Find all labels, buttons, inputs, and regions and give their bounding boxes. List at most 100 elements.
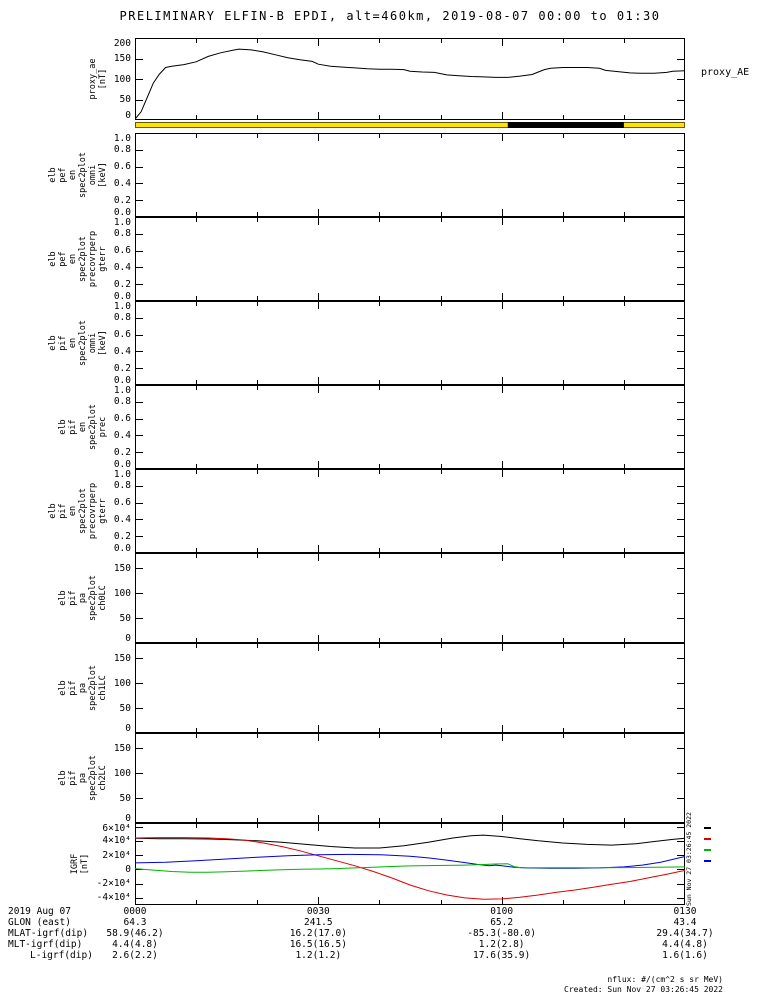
panel-frame — [135, 133, 685, 217]
panel-elb_pif_en_spec2plot_precovrperp_gterr — [135, 469, 685, 553]
axis-row-value: 16.5(16.5) — [289, 939, 347, 950]
y-tick-label: 150 — [113, 562, 131, 574]
panel-ylabel: elb pif en spec2plot precovrperp gterr — [48, 469, 111, 553]
axis-row-value: 58.9(46.2) — [106, 928, 164, 939]
axis-row-value: 17.6(35.9) — [473, 950, 531, 961]
axis-row-label: MLT-igrf(dip) — [8, 939, 83, 950]
y-tick-label: 150 — [113, 53, 131, 64]
y-tick-label: 1.0 — [113, 468, 131, 480]
y-tick-label: 0.2 — [113, 530, 131, 542]
y-tick-label: 2×10⁴ — [102, 849, 131, 861]
y-tick-label: 200 — [113, 37, 131, 49]
y-tick-label: 0.4 — [113, 345, 131, 357]
axis-row-value: 1.2(1.2) — [295, 950, 342, 961]
panel-ylabel-text: elb pif en spec2plot omni [keV] — [47, 319, 108, 367]
panel-elb_pif_pa_spec2plot_ch2LC — [135, 733, 685, 823]
axis-row-value: 64.3 — [123, 917, 147, 928]
axis-row-value: 65.2 — [490, 917, 514, 928]
axis-ticks — [135, 644, 684, 733]
y-tick-label: 0.8 — [113, 144, 131, 156]
panel-ylabel-text: proxy_ae [nT] — [87, 58, 108, 100]
panel-igrf — [135, 823, 685, 905]
y-tick-label: 0.8 — [113, 312, 131, 324]
panel-frame — [135, 823, 685, 905]
axis-row-value: 0030 — [306, 906, 330, 917]
y-tick-label: 0.8 — [113, 480, 131, 492]
axis-row-value: 29.4(34.7) — [656, 928, 714, 939]
axis-ticks — [135, 469, 684, 553]
y-tick-label: 0 — [125, 109, 131, 121]
y-tick-label: 0 — [125, 722, 131, 734]
y-tick-label: 0.0 — [113, 542, 131, 554]
y-tick-label: 6×10⁴ — [102, 822, 131, 834]
y-tick-label: 0.8 — [113, 228, 131, 240]
y-tick-label: 150 — [113, 652, 131, 664]
axis-row-value: 0000 — [123, 906, 147, 917]
y-tick-label: 4×10⁴ — [102, 835, 131, 847]
bar-frame — [135, 122, 685, 128]
y-tick-label: -4×10⁴ — [96, 892, 131, 904]
y-tick-label: 150 — [113, 742, 131, 754]
created-timestamp: Created: Sun Nov 27 03:26:45 2022 — [564, 985, 723, 994]
panel-ylabel: elb pef en spec2plot precovrperp gterr — [48, 217, 111, 301]
panel-frame — [135, 217, 685, 301]
y-tick-label: 1.0 — [113, 216, 131, 228]
y-tick-label: 0.6 — [113, 413, 131, 425]
axis-row-value: 4.4(4.8) — [112, 939, 158, 950]
line-label-mark — [704, 860, 711, 862]
axis-ticks — [135, 554, 684, 643]
panel-ylabel-text: elb pif pa spec2plot ch1LC — [57, 664, 108, 712]
axis-ticks — [135, 734, 684, 823]
y-tick-label: 0.6 — [113, 497, 131, 509]
y-tick-label: 0.6 — [113, 161, 131, 173]
bar-segment — [135, 122, 685, 128]
panel-ylabel: proxy_ae [nT] — [88, 38, 111, 120]
y-tick-label: 50 — [119, 94, 131, 105]
panel-ylabel: elb pif pa spec2plot ch0LC — [58, 553, 111, 643]
side-created-timestamp: Sun Nov 27 03:26:45 2022 — [685, 812, 693, 906]
panel-elb_pif_pa_spec2plot_ch0LC — [135, 553, 685, 643]
y-tick-label: 0 — [125, 812, 131, 824]
nflux-units-note: nflux: #/(cm^2 s sr MeV) — [607, 975, 723, 984]
y-tick-label: 0.0 — [113, 374, 131, 386]
panel-ylabel: elb pif pa spec2plot ch1LC — [58, 643, 111, 733]
bar-segment — [507, 122, 624, 128]
line-label-mark — [704, 827, 711, 829]
y-tick-label: 0.0 — [113, 206, 131, 218]
series-igrf-green — [135, 863, 685, 873]
axis-row-label: L-igrf(dip) — [30, 950, 93, 961]
axis-row-value: 1.6(1.6) — [662, 950, 708, 961]
y-tick-label: 0.2 — [113, 446, 131, 458]
panel-ylabel-text: elb pif pa spec2plot ch0LC — [57, 574, 108, 622]
panel-ylabel-text: elb pif en spec2plot precovrperp gterr — [47, 482, 108, 540]
panel-frame — [135, 733, 685, 823]
y-tick-label: 0.6 — [113, 329, 131, 341]
panel-right-label: proxy_AE — [701, 67, 750, 78]
axis-row-value: 1.2(2.8) — [478, 939, 525, 950]
y-tick-label: 50 — [119, 612, 131, 624]
line-label-mark — [704, 849, 711, 851]
panel-frame — [135, 643, 685, 733]
series-igrf-red — [135, 837, 685, 900]
y-tick-label: 0.4 — [113, 429, 131, 441]
axis-row-label: 2019 Aug 07 — [8, 906, 71, 917]
y-tick-label: 50 — [119, 792, 131, 804]
y-tick-label: 1.0 — [113, 132, 131, 144]
y-tick-label: 0.6 — [113, 245, 131, 257]
panel-ylabel: elb pef en spec2plot omni [keV] — [48, 133, 111, 217]
series-igrf-black — [135, 834, 685, 849]
panel-elb_pif_en_spec2plot_omni — [135, 301, 685, 385]
axis-ticks — [135, 217, 684, 301]
panel-frame — [135, 553, 685, 643]
y-tick-label: 0.2 — [113, 194, 131, 206]
y-tick-label: 1.0 — [113, 300, 131, 312]
panel-frame — [135, 301, 685, 385]
panel-ylabel: elb pif en spec2plot omni [keV] — [48, 301, 111, 385]
y-tick-label: 100 — [113, 677, 131, 689]
y-tick-label: -2×10⁴ — [96, 878, 131, 890]
y-tick-label: 0.4 — [113, 513, 131, 525]
plot-title: PRELIMINARY ELFIN-B EPDI, alt=460km, 201… — [119, 9, 661, 23]
axis-ticks — [135, 385, 684, 469]
axis-ticks — [135, 133, 684, 217]
axis-ticks — [135, 824, 684, 904]
